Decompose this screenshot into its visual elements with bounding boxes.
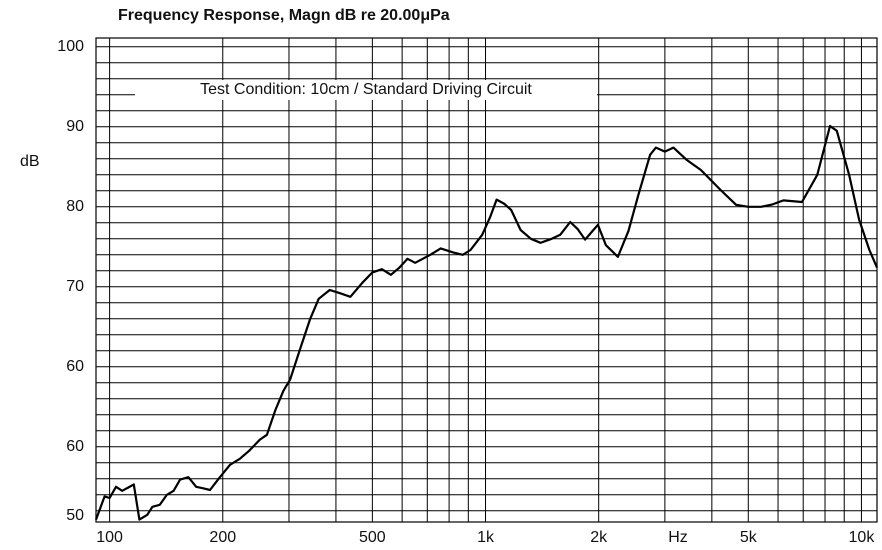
- y-tick-label: 60: [66, 358, 84, 375]
- x-axis-label: Hz: [668, 529, 688, 546]
- y-tick-label: 50: [66, 507, 84, 524]
- annotation-bg: [135, 80, 597, 100]
- x-tick-label: 5k: [740, 529, 758, 546]
- annotation: Test Condition: 10cm / Standard Driving …: [200, 81, 532, 98]
- x-tick-label: 200: [209, 529, 236, 546]
- plot-border: [95, 37, 878, 523]
- x-tick-label: 500: [359, 529, 386, 546]
- y-tick-label: 100: [57, 38, 84, 55]
- x-tick-label: 10k: [849, 529, 876, 546]
- y-axis-label: dB: [20, 153, 40, 170]
- y-tick-label: 60: [66, 438, 84, 455]
- x-tick-label: 100: [96, 529, 123, 546]
- y-tick-label: 80: [66, 198, 84, 215]
- y-tick-label: 70: [66, 278, 84, 295]
- response-line: [94, 124, 879, 521]
- x-tick-label: 2k: [590, 529, 608, 546]
- chart-title: Frequency Response, Magn dB re 20.00μPa: [118, 7, 450, 24]
- x-tick-label: 1k: [477, 529, 495, 546]
- y-tick-label: 90: [66, 118, 84, 135]
